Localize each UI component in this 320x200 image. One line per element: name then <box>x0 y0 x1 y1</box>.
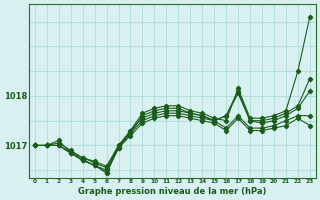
X-axis label: Graphe pression niveau de la mer (hPa): Graphe pression niveau de la mer (hPa) <box>78 187 267 196</box>
